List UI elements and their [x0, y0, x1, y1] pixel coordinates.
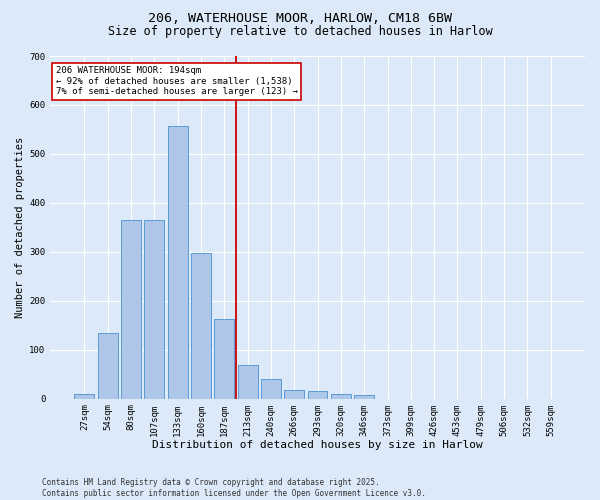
Bar — [261, 379, 281, 398]
Bar — [238, 366, 257, 398]
Bar — [284, 390, 304, 398]
X-axis label: Distribution of detached houses by size in Harlow: Distribution of detached houses by size … — [152, 440, 483, 450]
Text: 206 WATERHOUSE MOOR: 194sqm
← 92% of detached houses are smaller (1,538)
7% of s: 206 WATERHOUSE MOOR: 194sqm ← 92% of det… — [56, 66, 298, 96]
Bar — [74, 394, 94, 398]
Bar — [145, 220, 164, 398]
Text: 206, WATERHOUSE MOOR, HARLOW, CM18 6BW: 206, WATERHOUSE MOOR, HARLOW, CM18 6BW — [148, 12, 452, 26]
Bar — [214, 319, 234, 398]
Y-axis label: Number of detached properties: Number of detached properties — [15, 136, 25, 318]
Bar — [308, 392, 328, 398]
Text: Contains HM Land Registry data © Crown copyright and database right 2025.
Contai: Contains HM Land Registry data © Crown c… — [42, 478, 426, 498]
Bar — [168, 126, 188, 398]
Text: Size of property relative to detached houses in Harlow: Size of property relative to detached ho… — [107, 25, 493, 38]
Bar — [355, 396, 374, 398]
Bar — [191, 253, 211, 398]
Bar — [121, 220, 141, 398]
Bar — [331, 394, 351, 398]
Bar — [98, 332, 118, 398]
